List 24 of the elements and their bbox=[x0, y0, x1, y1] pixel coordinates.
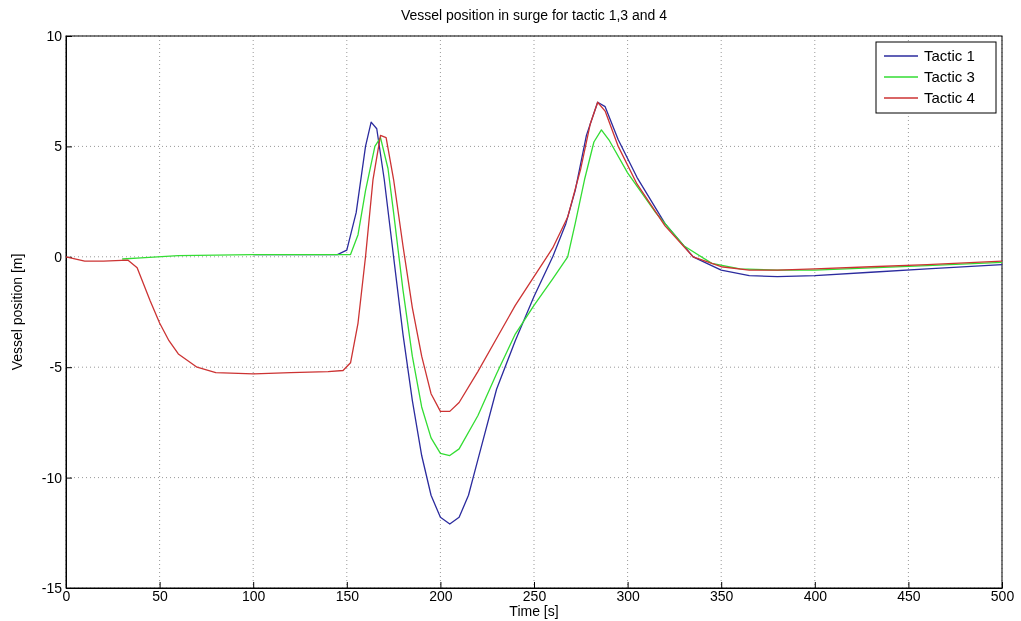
y-axis-title: Vessel position [m] bbox=[9, 253, 25, 371]
x-tick-label: 400 bbox=[803, 587, 828, 604]
legend-label: Tactic 1 bbox=[924, 47, 975, 64]
legend-label: Tactic 3 bbox=[924, 68, 975, 85]
y-tick-label: 10 bbox=[46, 27, 63, 44]
y-tick-label: -5 bbox=[49, 359, 63, 376]
legend-label: Tactic 4 bbox=[924, 89, 975, 106]
x-tick-label: 450 bbox=[897, 587, 921, 604]
y-tick-label: 5 bbox=[54, 138, 63, 155]
x-tick-label: 150 bbox=[335, 587, 360, 604]
x-tick-label: 350 bbox=[710, 587, 734, 604]
y-tick-label: 0 bbox=[54, 248, 63, 265]
x-tick-label: 100 bbox=[242, 587, 266, 604]
line-series bbox=[65, 101, 1003, 413]
x-tick-label: 200 bbox=[429, 587, 453, 604]
line-series bbox=[121, 129, 1003, 457]
y-tick-label: -15 bbox=[41, 579, 63, 596]
x-tick-label: 50 bbox=[152, 587, 169, 604]
chart-title: Vessel position in surge for tactic 1,3 and 4 bbox=[400, 7, 668, 23]
x-axis-title: Time [s] bbox=[509, 603, 559, 619]
x-tick-label: 300 bbox=[616, 587, 640, 604]
y-tick-label: -10 bbox=[41, 469, 63, 486]
x-tick-label: 500 bbox=[990, 587, 1015, 604]
x-tick-label: 250 bbox=[522, 587, 547, 604]
